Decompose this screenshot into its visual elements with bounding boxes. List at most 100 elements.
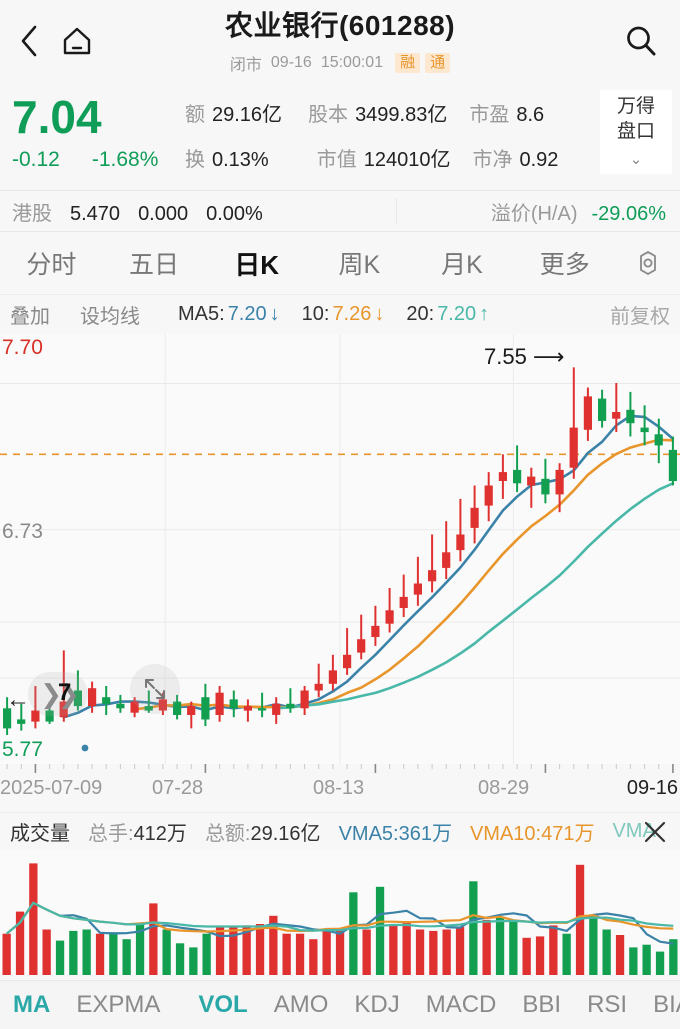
stat-pe-ratio: 市盈 8.6	[469, 98, 544, 127]
stat-pb-ratio: 市净 0.92	[472, 143, 558, 172]
total-hand-value: 412万	[133, 823, 187, 845]
stat-value: 0.13%	[212, 149, 269, 171]
swipe-left-hint: ←	[6, 686, 30, 714]
stat-turnover-rate: 换 0.13%	[185, 143, 269, 172]
ma20-key: 20:	[406, 303, 435, 325]
chevrons-right-icon: ❯❯	[28, 672, 88, 716]
date-label-4: 09-16	[626, 777, 678, 799]
ma10-value: 7.26	[332, 303, 372, 325]
peak-annotation: 7.55 ⟶	[484, 344, 564, 370]
ma10-trend-icon: ↓	[374, 303, 385, 325]
arrow-left-icon: ←	[6, 686, 30, 713]
indicator-tab-ma[interactable]: MA	[13, 991, 51, 1018]
price-change-group: -0.12 -1.68%	[12, 148, 158, 172]
hk-premium-group: 溢价(H/A) -29.06%	[491, 197, 666, 226]
set-ma-button[interactable]: 设均线	[80, 306, 140, 328]
quote-time: 15:00:01	[320, 54, 384, 71]
indicator-tab-bias[interactable]: BIAS	[653, 991, 680, 1018]
tab-daily-k[interactable]: 日K	[205, 237, 308, 290]
page-title: 农业银行(601288)	[224, 10, 456, 41]
date-label-3: 08-29	[478, 777, 530, 799]
peak-annotation-value: 7.55	[484, 344, 527, 369]
stat-value: 8.6	[516, 104, 545, 126]
stats-grid: 额 29.16亿 股本 3499.83亿 市盈 8.6 换 0.13%	[185, 98, 585, 188]
total-hand-label: 总手:	[88, 823, 134, 845]
quote-date: 09-16	[270, 54, 312, 71]
chart-settings-button[interactable]	[616, 250, 680, 276]
price-axis-mid: 6.73	[2, 520, 43, 543]
ma20-value: 7.20	[437, 303, 477, 325]
total-amount-label: 总额:	[204, 823, 251, 845]
volume-chart[interactable]	[0, 850, 680, 975]
close-volume-button[interactable]	[642, 819, 668, 845]
hint-counter: 7	[58, 679, 72, 706]
indicator-tab-bbi[interactable]: BBI	[522, 991, 562, 1018]
arrow-right-icon: ⟶	[532, 344, 565, 369]
title-block: 农业银行(601288) 闭市 09-16 15:00:01 融 通	[0, 4, 680, 75]
hk-quote-row[interactable]: 港股 5.470 0.000 0.00% 溢价(H/A) -29.06%	[0, 190, 680, 232]
close-icon	[644, 821, 666, 843]
search-button[interactable]	[618, 18, 664, 64]
ma-indicator-bar: 叠加 设均线 MA5: 7.20 ↓ 10: 7.26 ↓ 20: 7.20 ↑…	[0, 294, 680, 334]
premium-value: -29.06%	[591, 202, 667, 225]
last-price: 7.04	[12, 91, 102, 143]
indicator-tab-kdj[interactable]: KDJ	[354, 991, 400, 1018]
chevron-down-icon: ⌄	[629, 151, 643, 169]
candlestick-chart[interactable]: 7.70 6.73 5.77 7.55 ⟶ ← ❯❯ 7	[0, 334, 680, 764]
price-axis-high: 7.70	[2, 336, 43, 359]
indicator-tab-rsi[interactable]: RSI	[587, 991, 628, 1018]
badge-margin: 融	[395, 52, 421, 74]
divider	[396, 198, 397, 224]
tab-weekly-k[interactable]: 周K	[338, 251, 381, 279]
total-amount-value: 29.16亿	[250, 823, 321, 845]
vma20-value: VMA	[612, 820, 656, 842]
navbar: 农业银行(601288) 闭市 09-16 15:00:01 融 通	[0, 0, 680, 90]
back-button[interactable]	[14, 22, 44, 60]
ma5-key: MA5:	[178, 303, 225, 325]
total-hand: 总手:412万	[88, 817, 187, 846]
volume-plot	[0, 850, 680, 975]
date-label-0: 2025-07-09	[0, 777, 103, 799]
ma10-group: 10: 7.26 ↓	[302, 303, 385, 326]
market-status: 闭市	[229, 57, 262, 74]
badge-group: 融 通	[395, 52, 451, 74]
stat-label: 市净	[472, 149, 513, 171]
stat-label: 换	[185, 149, 205, 171]
price-change-pct: -1.68%	[91, 148, 159, 171]
tab-monthly-k[interactable]: 月K	[441, 251, 483, 279]
hk-change: 0.000	[138, 202, 189, 225]
axis-ticks	[6, 764, 674, 773]
gear-icon	[640, 251, 656, 275]
indicator-tab-amo[interactable]: AMO	[273, 991, 329, 1018]
wind-orderbook-button[interactable]: 万得 盘口 ⌄	[600, 90, 672, 174]
tab-more[interactable]: 更多	[539, 251, 590, 279]
stat-label: 市值	[316, 149, 357, 171]
expand-chart-button[interactable]	[130, 664, 180, 714]
stat-value: 3499.83亿	[355, 104, 448, 126]
home-icon	[63, 27, 91, 55]
candlestick-plot	[0, 334, 680, 764]
overlay-button[interactable]: 叠加	[10, 306, 50, 328]
chevron-left-icon	[21, 25, 37, 57]
hk-left-group: 港股 5.470 0.000 0.00%	[12, 197, 263, 226]
home-button[interactable]	[58, 22, 96, 60]
ma5-value: 7.20	[227, 303, 267, 325]
indicator-tab-vol[interactable]: VOL	[198, 991, 248, 1018]
stat-value: 29.16亿	[212, 104, 283, 126]
stat-label: 市盈	[469, 104, 510, 126]
vma5-value: VMA5:361万	[338, 823, 452, 845]
indicator-tab-expma[interactable]: EXPMA	[76, 991, 161, 1018]
stat-value: 124010亿	[363, 149, 451, 171]
wind-button-line1: 万得	[616, 95, 655, 117]
expand-icon	[145, 679, 165, 699]
tab-fenshi[interactable]: 分时	[26, 251, 77, 279]
period-tab-bar: 分时 五日 日K 周K 月K 更多	[0, 232, 680, 294]
indicator-tab-bar: MA EXPMA VOL AMO KDJ MACD BBI RSI BIAS W	[0, 980, 680, 1029]
volume-legend: 成交量 总手:412万 总额:29.16亿 VMA5:361万 VMA10:47…	[0, 812, 680, 850]
tab-five-day[interactable]: 五日	[129, 251, 180, 279]
ma5-group: MA5: 7.20 ↓	[178, 303, 280, 326]
date-label-1: 07-28	[152, 777, 204, 799]
adjust-mode-button[interactable]: 前复权	[610, 306, 670, 328]
indicator-tab-macd[interactable]: MACD	[425, 991, 497, 1018]
